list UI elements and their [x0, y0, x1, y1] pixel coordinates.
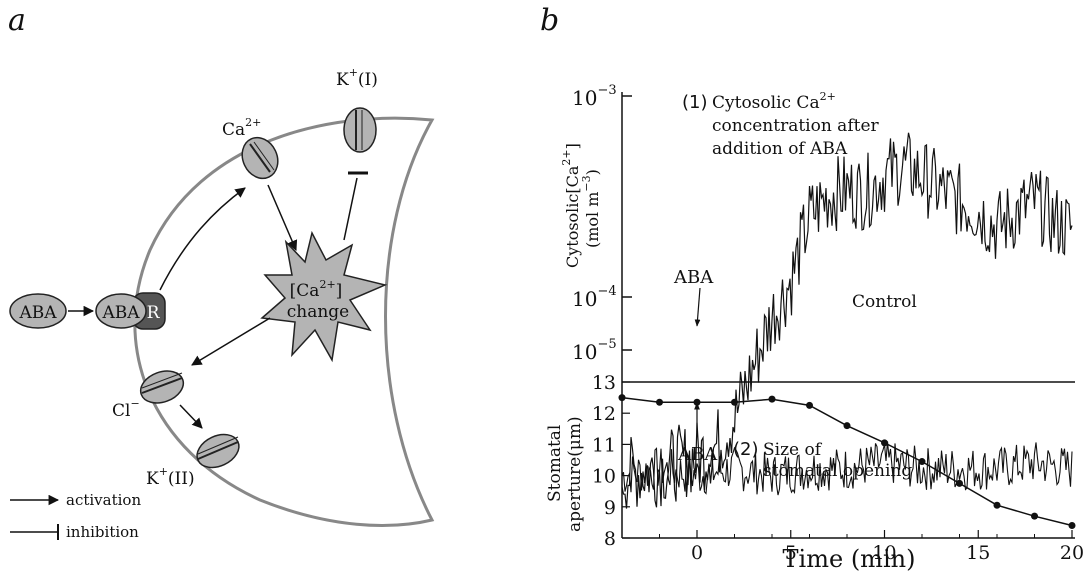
- aba-free-label: ABA: [18, 303, 57, 323]
- calcium-annotation-line1: Cytosolic Ca2+: [712, 90, 836, 113]
- aperture-chart-yticks: 13 12 11 10 9 8: [592, 372, 630, 550]
- k-out-label: K+(II): [146, 465, 195, 489]
- receptor-label: R: [147, 303, 161, 323]
- calcium-annotation-line3: addition of ABA: [712, 139, 848, 159]
- calcium-aba-marker-arrow: [694, 287, 701, 327]
- ca-change-node: [260, 230, 388, 363]
- aperture-annotation-line1: Size of: [763, 440, 823, 460]
- legend-activation-label: activation: [66, 491, 141, 509]
- panel-a-label: a: [8, 3, 26, 38]
- calcium-ylabel-units: (mol m−3): [580, 169, 602, 248]
- cl-to-k-out-arrow: [179, 404, 203, 429]
- aperture-ytick-label: 13: [592, 372, 616, 394]
- aba-bound-label: ABA: [101, 303, 140, 323]
- change-to-cl-arrow: [191, 317, 271, 366]
- aperture-ytick-label: 12: [592, 403, 616, 425]
- ca-change-label-2: change: [287, 302, 350, 322]
- ca-channel: [241, 136, 279, 180]
- calcium-chart: 10−3 10−4 10−5 Cytosolic[Ca2+] (mol m−3)…: [560, 83, 1073, 509]
- aperture-ylabel-line1: Stomatal: [545, 425, 565, 502]
- control-label: Control: [852, 292, 917, 312]
- cl-label: Cl−: [112, 397, 140, 421]
- calcium-chart-ylabel: Cytosolic[Ca2+] (mol m−3): [560, 143, 602, 268]
- aperture-xtick-label: 5: [785, 542, 797, 564]
- aperture-point: [806, 401, 813, 409]
- aperture-point: [618, 394, 626, 402]
- aperture-xlabel: Time (min): [783, 545, 916, 573]
- legend-inhibition-label: inhibition: [66, 523, 139, 541]
- ca-change-label-1: [Ca2+]: [290, 278, 343, 301]
- k-in-channel: [343, 107, 377, 153]
- calcium-annotation-line2: concentration after: [712, 116, 880, 136]
- ytick-1e-5: 10−5: [572, 337, 617, 364]
- k-out-channel: [196, 433, 240, 469]
- calcium-aba-marker-label: ABA: [673, 267, 714, 288]
- aperture-point: [1068, 522, 1076, 530]
- ca-channel-label: Ca2+: [222, 116, 261, 140]
- ca-change-inhibits-k-in: [343, 177, 358, 241]
- aperture-xtick-label: 20: [1060, 542, 1084, 564]
- aperture-aba-marker-label: ABA: [677, 444, 718, 465]
- ca-to-change-arrow: [267, 184, 298, 251]
- k-in-label: K+(I): [336, 66, 378, 90]
- aperture-point: [656, 398, 663, 406]
- aperture-point: [1031, 512, 1038, 520]
- calcium-annotation-num: (1): [682, 92, 708, 113]
- aperture-point: [918, 458, 926, 466]
- aperture-point: [881, 439, 888, 447]
- panel-a: a ABA R ABA Ca2+ K+(I): [8, 3, 435, 541]
- aperture-point: [843, 422, 851, 430]
- aperture-point: [956, 479, 963, 487]
- aperture-annotation-num: (2): [733, 439, 759, 460]
- aperture-point: [768, 395, 776, 403]
- aperture-ytick-label: 8: [604, 528, 616, 550]
- aperture-ylabel-line2: aperture(μm): [565, 416, 585, 532]
- aperture-ytick-label: 11: [592, 434, 616, 456]
- cell-membrane: [133, 116, 435, 527]
- receptor-to-ca-arrow: [159, 187, 246, 291]
- aperture-point: [993, 501, 1001, 509]
- aperture-ytick-label: 10: [592, 466, 616, 488]
- aperture-xtick-label: 15: [966, 542, 990, 564]
- control-series-line: [621, 441, 1073, 496]
- aba-bound-node: [95, 293, 147, 329]
- ytick-1e-3: 10−3: [572, 83, 617, 110]
- panel-b-label: b: [540, 3, 559, 38]
- aba-free-node: [9, 293, 67, 329]
- panel-b: b 10−3 10−4 10−5 Cytosolic[Ca2+] (mol m−…: [540, 3, 1084, 573]
- calcium-ylabel-main: Cytosolic[Ca2+]: [560, 143, 582, 268]
- aperture-point: [731, 398, 738, 406]
- ytick-1e-4: 10−4: [572, 284, 617, 311]
- aperture-xtick-label: 0: [691, 542, 703, 564]
- aperture-annotation-line2: stomatal opening: [763, 461, 912, 481]
- cl-channel: [139, 370, 185, 404]
- aperture-chart: 13 12 11 10 9 8 0 5 10 15 20 Stomatal aperture(μm…: [545, 372, 1084, 573]
- aperture-chart-ylabel: Stomatal aperture(μm): [545, 416, 585, 532]
- aperture-ytick-label: 9: [604, 497, 616, 519]
- aperture-xtick-label: 10: [872, 542, 896, 564]
- aperture-chart-xticks: 0 5 10 15 20: [659, 530, 1084, 564]
